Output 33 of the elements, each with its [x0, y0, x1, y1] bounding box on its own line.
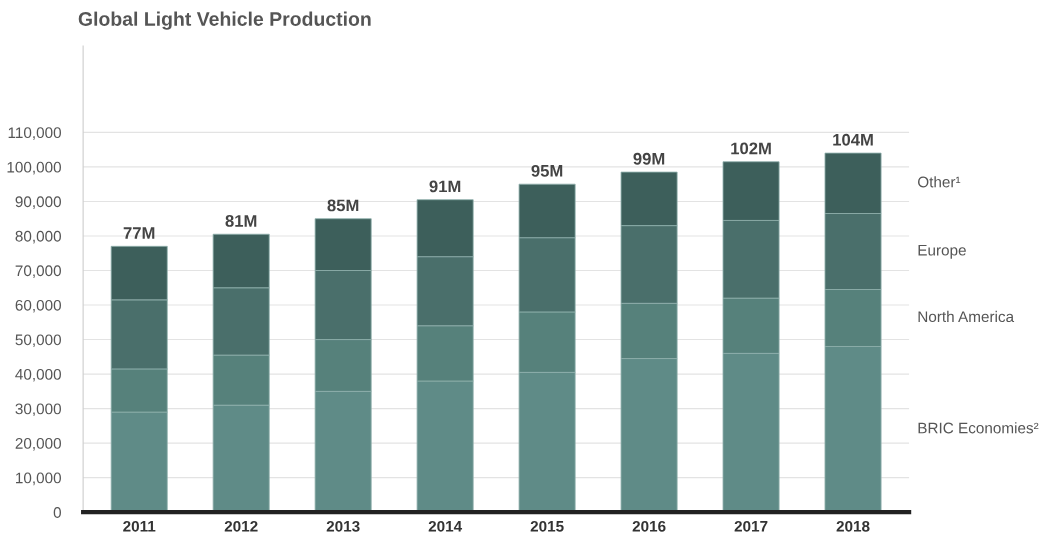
- total-label: 81M: [225, 215, 257, 227]
- total-label: 77M: [123, 227, 155, 239]
- total-label: 91M: [429, 180, 461, 193]
- x-tick-label: 2011: [123, 520, 156, 532]
- x-tick-label: 2013: [326, 520, 360, 532]
- total-label: 99M: [633, 152, 665, 165]
- x-tick-label: 2012: [224, 520, 258, 532]
- chart-title: Global Light Vehicle Production: [78, 11, 371, 30]
- y-tick-label: 10,000: [16, 472, 61, 486]
- total-label: 85M: [327, 199, 359, 212]
- y-tick-label: 70,000: [15, 265, 61, 278]
- x-tick-label: 2017: [734, 520, 768, 532]
- y-tick-label: 20,000: [15, 438, 61, 451]
- y-tick-label: 110,000: [8, 127, 61, 140]
- y-tick-label: 80,000: [15, 230, 61, 244]
- text: Europe: [918, 244, 966, 259]
- text: Other¹: [918, 176, 961, 188]
- x-tick-label: 2014: [428, 520, 463, 532]
- total-label: 95M: [531, 164, 563, 177]
- total-label: 102M: [731, 142, 771, 155]
- total-label: 104M: [833, 133, 873, 146]
- y-tick-label: 90,000: [15, 196, 61, 209]
- x-tick-label: 2016: [632, 520, 666, 532]
- x-tick-label: 2018: [836, 520, 870, 532]
- y-tick-label: 0: [53, 507, 61, 518]
- y-tick-label: 60,000: [15, 299, 61, 313]
- y-tick-label: 100,000: [7, 161, 61, 175]
- y-tick-label: 40,000: [15, 368, 61, 382]
- text: BRIC Economies²: [918, 422, 1039, 434]
- y-tick-label: 30,000: [15, 403, 61, 417]
- y-tick-label: 50,000: [15, 334, 61, 348]
- x-tick-label: 2015: [530, 520, 564, 532]
- text: North America: [918, 310, 1015, 323]
